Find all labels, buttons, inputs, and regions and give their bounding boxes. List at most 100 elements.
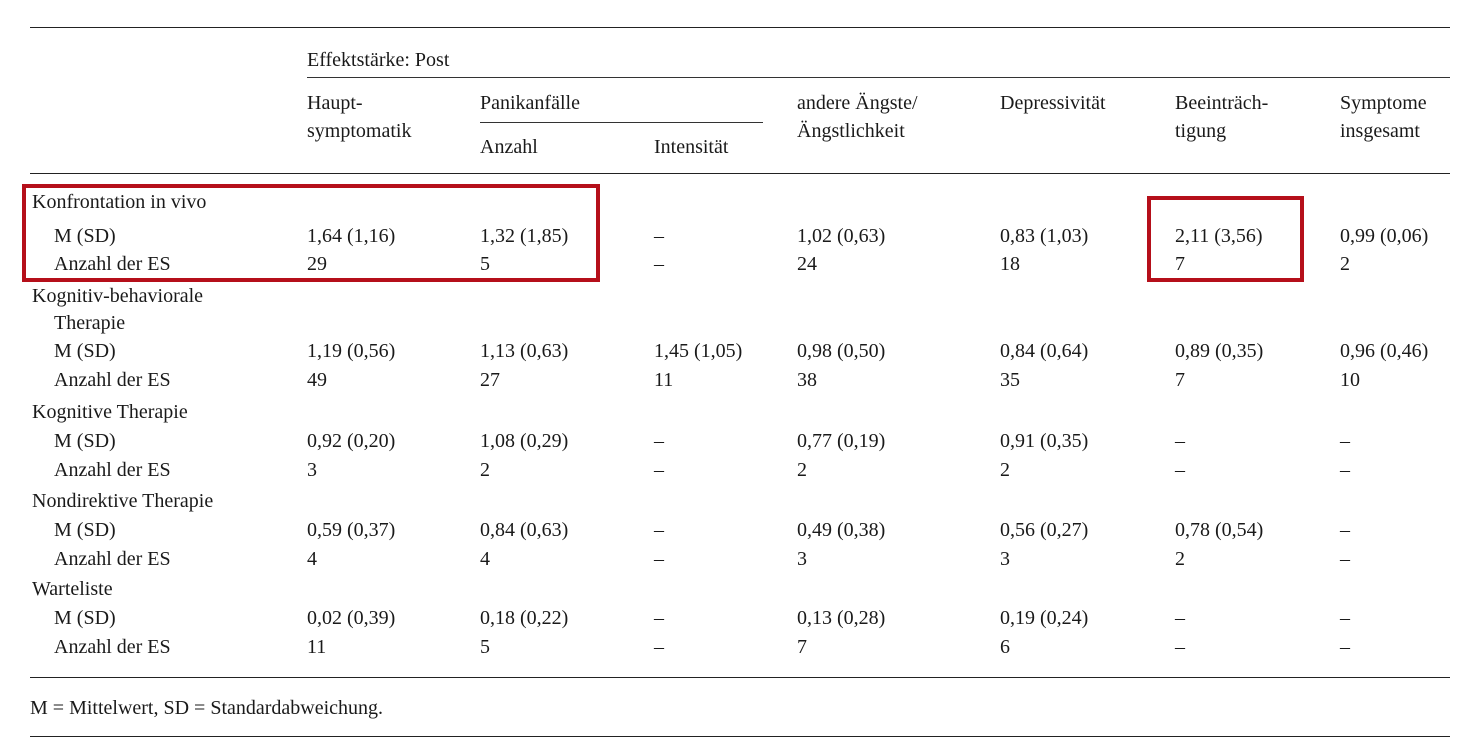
cell: – xyxy=(1340,430,1350,452)
cell: 0,49 (0,38) xyxy=(797,519,886,541)
cell: – xyxy=(654,636,664,658)
cell: 2 xyxy=(1340,253,1350,275)
col-header-anzahl: Anzahl xyxy=(480,136,538,158)
cell: 0,99 (0,06) xyxy=(1340,225,1429,247)
cell: 1,08 (0,29) xyxy=(480,430,569,452)
cell: 3 xyxy=(1000,548,1010,570)
cell: – xyxy=(1340,548,1350,570)
cell: 38 xyxy=(797,369,817,391)
row-label-n: Anzahl der ES xyxy=(54,253,171,275)
cell: 0,19 (0,24) xyxy=(1000,607,1089,629)
col-header-sympt-line2: insgesamt xyxy=(1340,120,1420,142)
row-label-m: M (SD) xyxy=(54,430,116,452)
cell: 2 xyxy=(1000,459,1010,481)
row-group-name: Warteliste xyxy=(32,578,113,600)
cell: – xyxy=(654,519,664,541)
footnote-bottom-rule xyxy=(30,736,1450,737)
cell: 0,98 (0,50) xyxy=(797,340,886,362)
col-header-intensitaet: Intensität xyxy=(654,136,729,158)
cell: – xyxy=(1340,607,1350,629)
cell: 0,13 (0,28) xyxy=(797,607,886,629)
cell: 1,64 (1,16) xyxy=(307,225,396,247)
cell: – xyxy=(654,607,664,629)
body-bottom-rule xyxy=(30,677,1450,678)
cell: 2 xyxy=(480,459,490,481)
row-group-name: Kognitiv-behaviorale xyxy=(32,285,204,307)
row-label-n: Anzahl der ES xyxy=(54,636,171,658)
col-header-beein-line1: Beeinträch- xyxy=(1175,92,1269,114)
panik-subheader-rule xyxy=(480,122,763,123)
row-label-m: M (SD) xyxy=(54,340,116,362)
col-header-beein-line2: tigung xyxy=(1175,120,1227,142)
cell: 0,91 (0,35) xyxy=(1000,430,1089,452)
cell: 1,32 (1,85) xyxy=(480,225,569,247)
cell: 11 xyxy=(654,369,674,391)
cell: 4 xyxy=(307,548,317,570)
row-group-name: Konfrontation in vivo xyxy=(32,191,207,213)
highlight-box-beeintraechtigung xyxy=(1147,196,1304,282)
cell: 1,45 (1,05) xyxy=(654,340,743,362)
cell: 0,96 (0,46) xyxy=(1340,340,1429,362)
cell: – xyxy=(1340,519,1350,541)
cell: 29 xyxy=(307,253,327,275)
cell: – xyxy=(1340,459,1350,481)
col-header-angst-line1: andere Ängste/ xyxy=(797,92,918,114)
group-header-label: Effektstärke: Post xyxy=(307,49,450,71)
col-header-angst-line2: Ängstlichkeit xyxy=(797,120,905,142)
cell: 2 xyxy=(797,459,807,481)
cell: 1,02 (0,63) xyxy=(797,225,886,247)
cell: – xyxy=(1340,636,1350,658)
cell: 0,59 (0,37) xyxy=(307,519,396,541)
cell: 7 xyxy=(1175,253,1185,275)
cell: 0,77 (0,19) xyxy=(797,430,886,452)
cell: 0,92 (0,20) xyxy=(307,430,396,452)
cell: 0,78 (0,54) xyxy=(1175,519,1264,541)
cell: 0,84 (0,63) xyxy=(480,519,569,541)
cell: 1,13 (0,63) xyxy=(480,340,569,362)
row-group-name-cont: Therapie xyxy=(54,312,126,334)
col-header-sympt-line1: Symptome xyxy=(1340,92,1427,114)
cell: 5 xyxy=(480,253,490,275)
cell: – xyxy=(654,459,664,481)
cell: – xyxy=(1175,607,1185,629)
cell: 11 xyxy=(307,636,327,658)
cell: 2 xyxy=(1175,548,1185,570)
cell: 0,56 (0,27) xyxy=(1000,519,1089,541)
cell: 35 xyxy=(1000,369,1020,391)
cell: 5 xyxy=(480,636,490,658)
cell: 24 xyxy=(797,253,817,275)
cell: 2,11 (3,56) xyxy=(1175,225,1263,247)
cell: 7 xyxy=(1175,369,1185,391)
cell: 27 xyxy=(480,369,500,391)
cell: 49 xyxy=(307,369,327,391)
row-label-m: M (SD) xyxy=(54,225,116,247)
cell: 6 xyxy=(1000,636,1010,658)
row-label-n: Anzahl der ES xyxy=(54,548,171,570)
cell: 0,18 (0,22) xyxy=(480,607,569,629)
cell: – xyxy=(654,548,664,570)
cell: – xyxy=(654,253,664,275)
col-header-haupt-line1: Haupt- xyxy=(307,92,363,114)
cell: 18 xyxy=(1000,253,1020,275)
cell: – xyxy=(1175,459,1185,481)
cell: 0,89 (0,35) xyxy=(1175,340,1264,362)
row-group-name: Kognitive Therapie xyxy=(32,401,188,423)
cell: 10 xyxy=(1340,369,1360,391)
cell: – xyxy=(654,430,664,452)
table-footnote: M = Mittelwert, SD = Standardabweichung. xyxy=(30,697,384,719)
cell: – xyxy=(1175,430,1185,452)
cell: 0,83 (1,03) xyxy=(1000,225,1089,247)
cell: 4 xyxy=(480,548,490,570)
row-label-n: Anzahl der ES xyxy=(54,459,171,481)
col-header-depr: Depressivität xyxy=(1000,92,1106,114)
group-header-rule xyxy=(307,77,1450,78)
top-rule xyxy=(30,27,1450,28)
header-bottom-rule xyxy=(30,173,1450,174)
highlight-box-konfrontation xyxy=(22,184,600,282)
cell: 0,84 (0,64) xyxy=(1000,340,1089,362)
row-label-m: M (SD) xyxy=(54,607,116,629)
cell: – xyxy=(654,225,664,247)
col-header-panik: Panikanfälle xyxy=(480,92,580,114)
cell: 0,02 (0,39) xyxy=(307,607,396,629)
cell: 7 xyxy=(797,636,807,658)
